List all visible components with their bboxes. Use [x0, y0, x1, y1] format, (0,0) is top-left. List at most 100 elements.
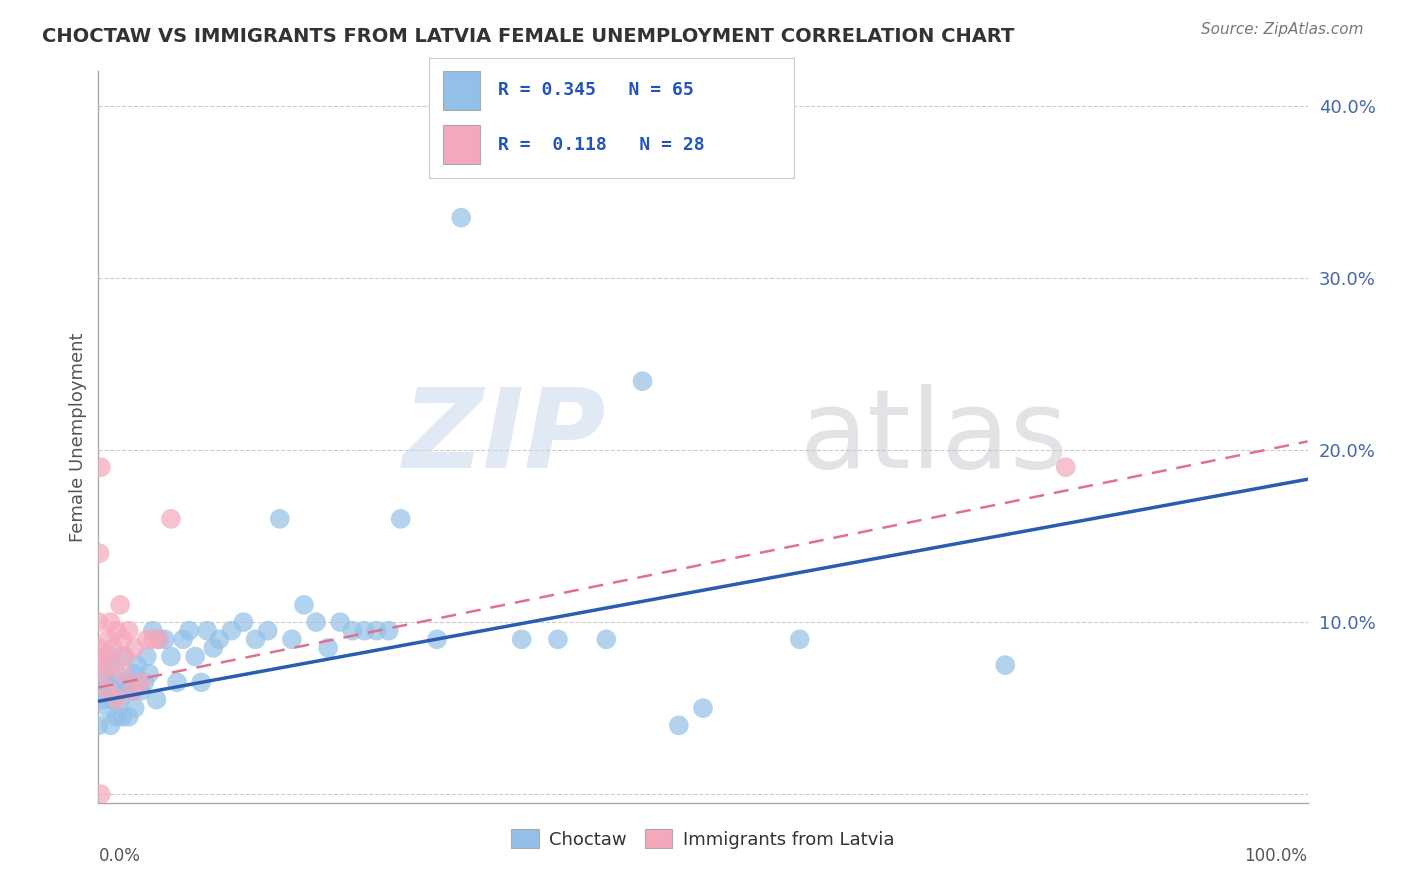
- Point: [450, 211, 472, 225]
- Point: [111, 666, 134, 681]
- Point: [105, 666, 128, 681]
- Point: [195, 624, 218, 638]
- Point: [93, 649, 115, 664]
- Point: [292, 598, 315, 612]
- Point: [93, 692, 115, 706]
- Text: R =  0.118   N = 28: R = 0.118 N = 28: [498, 136, 704, 153]
- Point: [111, 632, 134, 647]
- Legend: Choctaw, Immigrants from Latvia: Choctaw, Immigrants from Latvia: [505, 822, 901, 856]
- Point: [93, 675, 115, 690]
- Point: [100, 675, 122, 690]
- Point: [127, 658, 149, 673]
- Point: [547, 632, 569, 647]
- Point: [377, 624, 399, 638]
- Point: [111, 684, 134, 698]
- Point: [353, 624, 375, 638]
- Point: [366, 624, 388, 638]
- Point: [111, 710, 134, 724]
- Point: [97, 701, 120, 715]
- Point: [87, 640, 110, 655]
- Point: [160, 649, 183, 664]
- Point: [114, 675, 136, 690]
- Text: CHOCTAW VS IMMIGRANTS FROM LATVIA FEMALE UNEMPLOYMENT CORRELATION CHART: CHOCTAW VS IMMIGRANTS FROM LATVIA FEMALE…: [42, 27, 1015, 45]
- Point: [93, 658, 115, 673]
- Point: [692, 701, 714, 715]
- Point: [179, 624, 201, 638]
- Point: [105, 624, 128, 638]
- Point: [100, 658, 122, 673]
- Text: atlas: atlas: [800, 384, 1069, 491]
- Point: [97, 632, 120, 647]
- Point: [208, 632, 231, 647]
- Point: [1054, 460, 1077, 475]
- Point: [129, 684, 152, 698]
- Point: [184, 649, 207, 664]
- Point: [245, 632, 267, 647]
- Point: [101, 692, 124, 706]
- Point: [114, 649, 136, 664]
- Point: [100, 649, 122, 664]
- Point: [138, 666, 160, 681]
- Point: [316, 640, 339, 655]
- Point: [389, 512, 412, 526]
- Point: [789, 632, 811, 647]
- Point: [87, 718, 110, 732]
- Text: 100.0%: 100.0%: [1244, 847, 1308, 864]
- Point: [202, 640, 225, 655]
- Point: [105, 692, 128, 706]
- Point: [121, 684, 143, 698]
- Point: [281, 632, 304, 647]
- Point: [87, 615, 110, 629]
- Point: [87, 649, 110, 664]
- Point: [426, 632, 449, 647]
- Point: [256, 624, 278, 638]
- Point: [342, 624, 364, 638]
- Point: [100, 718, 122, 732]
- Point: [118, 675, 141, 690]
- Point: [90, 460, 112, 475]
- Text: ZIP: ZIP: [402, 384, 606, 491]
- Point: [160, 512, 183, 526]
- Point: [134, 675, 156, 690]
- Text: 0.0%: 0.0%: [98, 847, 141, 864]
- Point: [87, 684, 110, 698]
- Point: [97, 684, 120, 698]
- Point: [172, 632, 194, 647]
- Point: [100, 615, 122, 629]
- Point: [994, 658, 1017, 673]
- Point: [631, 374, 654, 388]
- Point: [148, 632, 170, 647]
- Y-axis label: Female Unemployment: Female Unemployment: [69, 333, 87, 541]
- Point: [89, 546, 111, 560]
- Point: [145, 692, 167, 706]
- Point: [148, 632, 170, 647]
- Point: [510, 632, 533, 647]
- Point: [135, 632, 157, 647]
- Point: [118, 624, 141, 638]
- Point: [232, 615, 254, 629]
- Point: [269, 512, 291, 526]
- FancyBboxPatch shape: [443, 126, 479, 164]
- Point: [221, 624, 243, 638]
- Point: [124, 666, 146, 681]
- FancyBboxPatch shape: [443, 71, 479, 110]
- Point: [166, 675, 188, 690]
- Text: R = 0.345   N = 65: R = 0.345 N = 65: [498, 81, 695, 100]
- Point: [101, 640, 124, 655]
- Point: [124, 701, 146, 715]
- Point: [91, 666, 114, 681]
- Point: [329, 615, 352, 629]
- Point: [105, 710, 128, 724]
- Point: [142, 632, 165, 647]
- Point: [108, 692, 131, 706]
- Point: [142, 624, 165, 638]
- Point: [121, 684, 143, 698]
- Point: [124, 640, 146, 655]
- Point: [595, 632, 617, 647]
- Text: Source: ZipAtlas.com: Source: ZipAtlas.com: [1201, 22, 1364, 37]
- Point: [111, 649, 134, 664]
- Point: [153, 632, 176, 647]
- Point: [118, 710, 141, 724]
- Point: [668, 718, 690, 732]
- Point: [135, 649, 157, 664]
